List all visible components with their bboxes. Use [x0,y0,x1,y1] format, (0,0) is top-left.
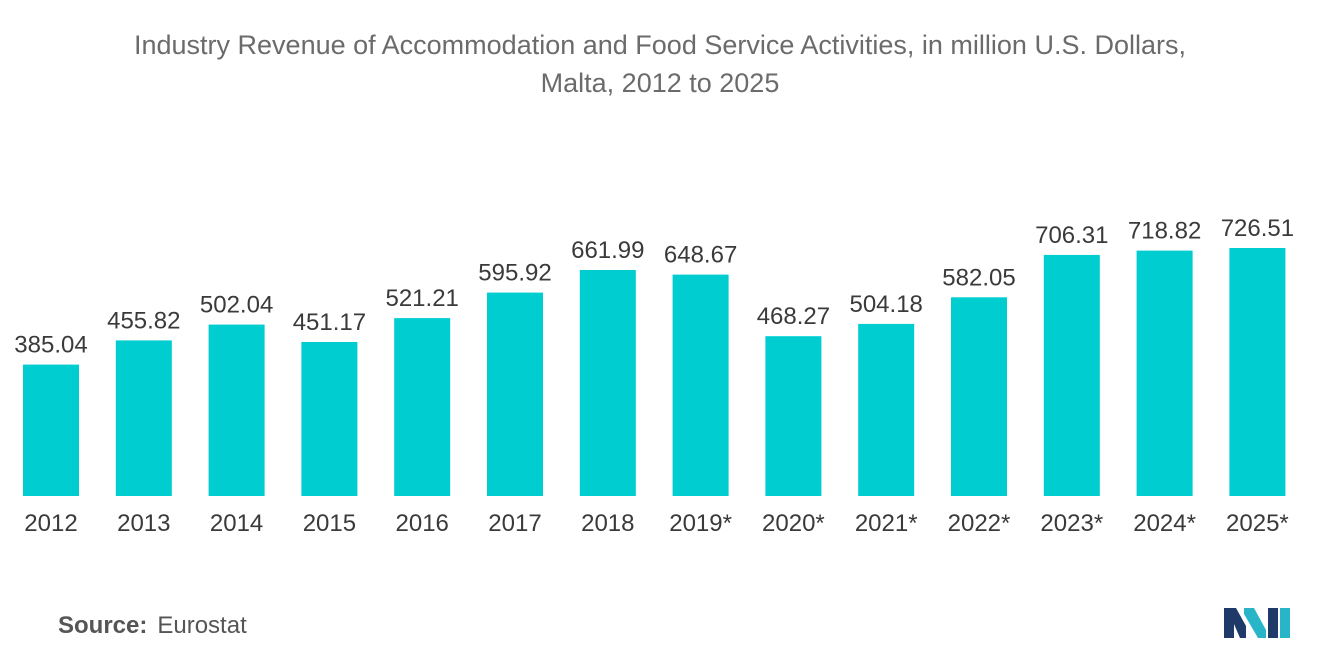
x-tick-label: 2019* [669,510,732,537]
logo-shape-middle [1244,608,1266,638]
bar-chart: 385.04 455.82 502.04 451.17 521.21 595.92 661.… [14,215,1294,537]
value-label: 718.82 [1128,218,1201,245]
tick-labels-layer: 2012 2013 2014 2015 2016 2017 2018 2019* 2020* 20… [24,510,1288,537]
bar-2015 [301,342,358,496]
x-tick-label: 2016 [396,510,449,537]
value-label: 726.51 [1221,215,1294,242]
bar-2025-projected [1229,248,1286,496]
x-tick-label: 2012 [24,510,77,537]
x-tick-label: 2013 [117,510,170,537]
bar-2016 [394,318,451,496]
x-tick-label: 2025* [1226,510,1289,537]
x-tick-label: 2023* [1040,510,1103,537]
value-label: 468.27 [757,303,830,330]
value-label: 385.04 [14,332,87,359]
value-label: 502.04 [200,292,273,319]
x-tick-label: 2017 [488,510,541,537]
x-tick-label: 2018 [581,510,634,537]
value-label: 706.31 [1035,222,1108,249]
bar-2022-projected [951,297,1007,496]
x-tick-label: 2022* [948,510,1011,537]
bar-2020-projected [765,336,822,496]
logo-shape-right-accent [1280,608,1290,638]
source-note: Source: Eurostat [58,612,247,640]
chart-title: Industry Revenue of Accommodation and Fo… [0,26,1320,102]
x-tick-label: 2024* [1133,510,1196,537]
x-tick-label: 2014 [210,510,263,537]
bar-2018 [579,270,636,496]
value-label: 595.92 [478,260,551,287]
source-value: Eurostat [157,612,247,639]
value-label: 455.82 [107,307,180,334]
value-label: 648.67 [664,242,737,269]
value-labels-layer: 385.04 455.82 502.04 451.17 521.21 595.92 661.… [14,215,1294,359]
value-label: 504.18 [849,291,922,318]
bar-2021-projected [858,323,915,496]
chart-title-line-1: Industry Revenue of Accommodation and Fo… [134,30,1186,60]
logo-shape-left [1224,608,1246,638]
value-label: 521.21 [385,285,458,312]
bar-2024-projected [1136,250,1193,496]
bar-2019-projected [672,274,729,496]
chart-title-line-2: Malta, 2012 to 2025 [540,68,780,98]
x-tick-label: 2021* [855,510,918,537]
bar-2017 [487,292,543,496]
bars-layer [23,248,1286,496]
source-label: Source: [58,612,148,639]
mordor-logo-icon [1224,608,1290,638]
value-label: 451.17 [293,309,366,336]
bar-2012 [23,364,79,496]
logo-shape-right [1268,608,1278,638]
value-label: 582.05 [942,264,1015,291]
x-tick-label: 2015 [303,510,356,537]
bar-2023-projected [1043,254,1100,496]
x-tick-label: 2020* [762,510,825,537]
bar-2013 [115,340,172,496]
bar-2014 [208,324,265,496]
value-label: 661.99 [571,237,644,264]
